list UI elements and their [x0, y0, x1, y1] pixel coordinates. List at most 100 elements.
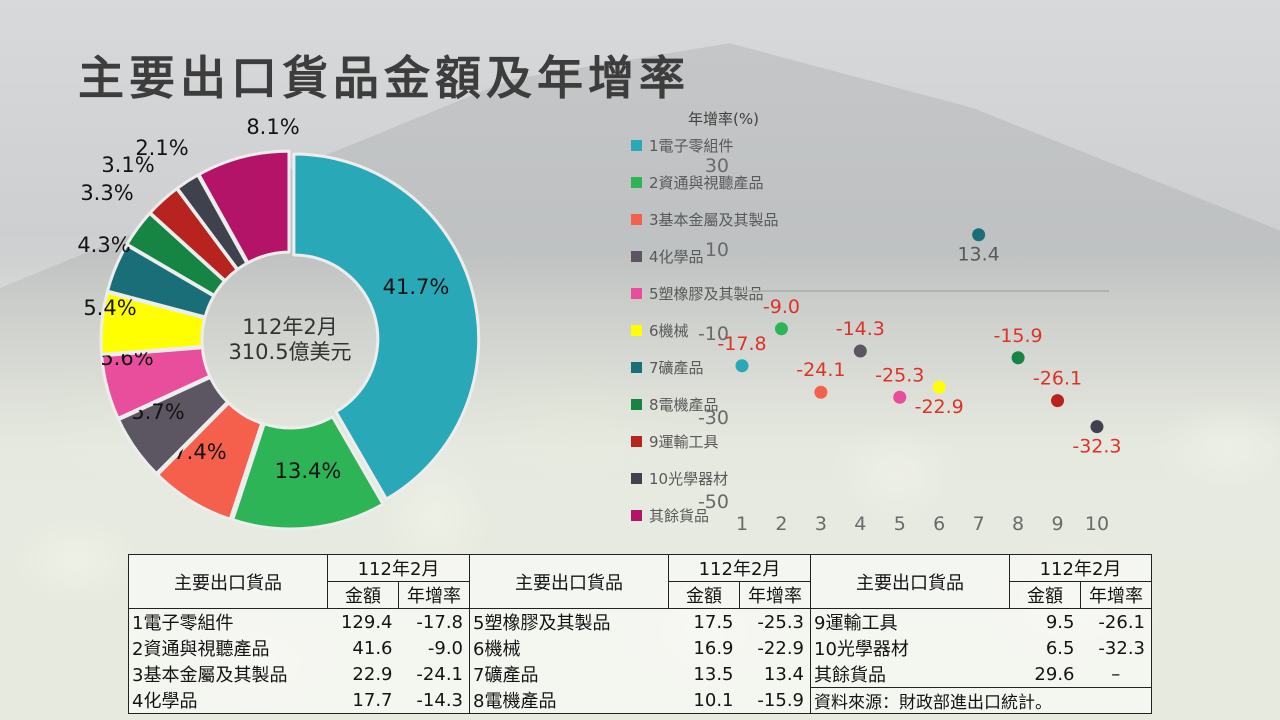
- legend-swatch-icon: [631, 288, 642, 299]
- scatter-point-label: -17.8: [717, 333, 766, 355]
- table-cell-amount: 29.6: [1034, 663, 1075, 685]
- donut-slice-label: 13.4%: [275, 459, 342, 483]
- legend: 1電子零組件 2資通與視聽產品 3基本金屬及其製品 4化學品 5塑橡膠及其製品 6機械 7礦…: [631, 137, 779, 545]
- legend-label: 7礦產品: [649, 359, 704, 377]
- legend-swatch-icon: [631, 177, 642, 188]
- table-cell-growth: -14.3: [416, 689, 463, 711]
- legend-label: 6機械: [649, 322, 689, 340]
- scatter-chart: 30 10 -10 -30 -50 1 2 3 4 5 6 7 8 9 10 -17.8 -9.0 -24.1 -1…: [698, 155, 1122, 535]
- donut-chart: 41.7%13.4%7.4%5.7%5.6%5.4%4.3%3.3%3.1%2.…: [77, 115, 481, 531]
- donut-slice: [156, 401, 264, 521]
- legend-item: 10光學器材: [631, 470, 779, 488]
- legend-label: 10光學器材: [649, 470, 729, 488]
- table-cell-growth: –: [1111, 663, 1121, 685]
- table-header-item: 主要出口貨品: [128, 554, 328, 609]
- legend-label: 9運輸工具: [649, 433, 719, 451]
- scatter-point-label: -26.1: [1033, 368, 1082, 390]
- x-axis-tick: 8: [1012, 513, 1024, 535]
- table-cell-amount: 22.9: [352, 663, 393, 685]
- table-cell-item: 其餘貨品: [814, 665, 886, 686]
- legend-item: 8電機產品: [631, 396, 779, 414]
- table-cell-amount: 41.6: [352, 637, 393, 659]
- table-header-item: 主要出口貨品: [810, 554, 1010, 609]
- table-source-note: 資料來源：財政部進出口統計。: [810, 687, 1152, 714]
- table-cell-item: 8電機產品: [473, 691, 557, 712]
- table-cell-growth: -15.9: [757, 689, 804, 711]
- table-cell-growth: -24.1: [416, 663, 463, 685]
- table-cell-amount: 17.7: [352, 689, 393, 711]
- legend-item: 其餘貨品: [631, 507, 779, 525]
- x-axis-tick: 3: [815, 513, 827, 535]
- legend-label: 4化學品: [649, 248, 704, 266]
- scatter-point: [853, 344, 867, 358]
- scatter-point-label: -24.1: [796, 359, 845, 381]
- table-cell-amount: 129.4: [340, 611, 393, 633]
- table-header-sub: 年增率: [1080, 581, 1152, 609]
- donut-center-amount: 310.5億美元: [228, 340, 352, 364]
- scatter-point-label: -15.9: [993, 325, 1042, 347]
- legend-swatch-icon: [631, 214, 642, 225]
- table-cell-growth: -9.0: [427, 637, 463, 659]
- donut-slice: [231, 415, 385, 531]
- table-cell-growth: -17.8: [416, 611, 463, 633]
- table-header-sub: 金額: [327, 581, 399, 609]
- table-header-sub: 年增率: [398, 581, 470, 609]
- scatter-point-label: -32.3: [1072, 436, 1121, 458]
- legend-item: 1電子零組件: [631, 137, 779, 155]
- table-cell-growth: -26.1: [1098, 611, 1145, 633]
- export-table: 主要出口貨品 112年2月 金額 年增率 9運輸工具 9.5 -26.1 10光學器材 6.5 -…: [810, 554, 1152, 714]
- scatter-point-label: -14.3: [836, 318, 885, 340]
- table-row: 7礦產品 13.5 13.4: [470, 661, 811, 687]
- donut-slice-label: 4.3%: [77, 233, 130, 257]
- y-axis-tick: -50: [698, 491, 729, 513]
- table-cell-item: 7礦產品: [473, 665, 539, 686]
- x-axis-tick: 5: [894, 513, 906, 535]
- legend-item: 7礦產品: [631, 359, 779, 377]
- scatter-point: [972, 228, 986, 242]
- legend-label: 5塑橡膠及其製品: [649, 285, 764, 303]
- scatter-point-label: -9.0: [763, 296, 800, 318]
- table-row: 2資通與視聽產品 41.6 -9.0: [129, 635, 470, 661]
- donut-slice-label: 8.1%: [246, 115, 299, 139]
- x-axis-tick: 6: [933, 513, 945, 535]
- scatter-point-label: -25.3: [875, 364, 924, 386]
- legend-label: 其餘貨品: [649, 507, 710, 525]
- legend-item: 6機械: [631, 322, 779, 340]
- y-axis-tick: -10: [698, 323, 729, 345]
- data-tables: 主要出口貨品 112年2月 金額 年增率 1電子零組件 129.4 -17.8 2資通與視聽產…: [128, 554, 1152, 714]
- donut-slice-label: 3.3%: [80, 181, 133, 205]
- table-cell-amount: 13.5: [693, 663, 734, 685]
- legend-swatch-icon: [631, 325, 642, 336]
- table-row: 4化學品 17.7 -14.3: [129, 687, 470, 714]
- donut-slice-label: 2.1%: [135, 136, 188, 160]
- table-cell-growth: -32.3: [1098, 637, 1145, 659]
- legend-swatch-icon: [631, 399, 642, 410]
- x-axis-tick: 4: [854, 513, 866, 535]
- scatter-point: [1090, 420, 1104, 434]
- table-header-sub: 金額: [668, 581, 740, 609]
- x-axis-tick: 1: [736, 513, 748, 535]
- donut-slice: [197, 149, 291, 265]
- page-title: 主要出口貨品金額及年增率: [78, 51, 690, 105]
- scatter-point: [1051, 394, 1065, 408]
- table-row: 9運輸工具 9.5 -26.1: [811, 609, 1152, 636]
- table-header-period: 112年2月: [327, 554, 470, 582]
- scatter-point: [735, 359, 749, 373]
- legend-swatch-icon: [631, 510, 642, 521]
- donut-center-period: 112年2月: [242, 314, 338, 339]
- table-cell-item: 10光學器材: [814, 639, 909, 660]
- legend-swatch-icon: [631, 362, 642, 373]
- scatter-point: [932, 380, 946, 394]
- scatter-point: [893, 390, 907, 404]
- table-cell-amount: 9.5: [1045, 611, 1075, 633]
- legend-item: 9運輸工具: [631, 433, 779, 451]
- legend-item: 2資通與視聽產品: [631, 174, 779, 192]
- table-row: 6機械 16.9 -22.9: [470, 635, 811, 661]
- legend-swatch-icon: [631, 436, 642, 447]
- table-header-period: 112年2月: [668, 554, 811, 582]
- table-row: 1電子零組件 129.4 -17.8: [129, 609, 470, 636]
- scatter-axis-title: 年增率(%): [688, 110, 759, 128]
- y-axis-tick: -30: [698, 407, 729, 429]
- table-header-sub: 金額: [1009, 581, 1081, 609]
